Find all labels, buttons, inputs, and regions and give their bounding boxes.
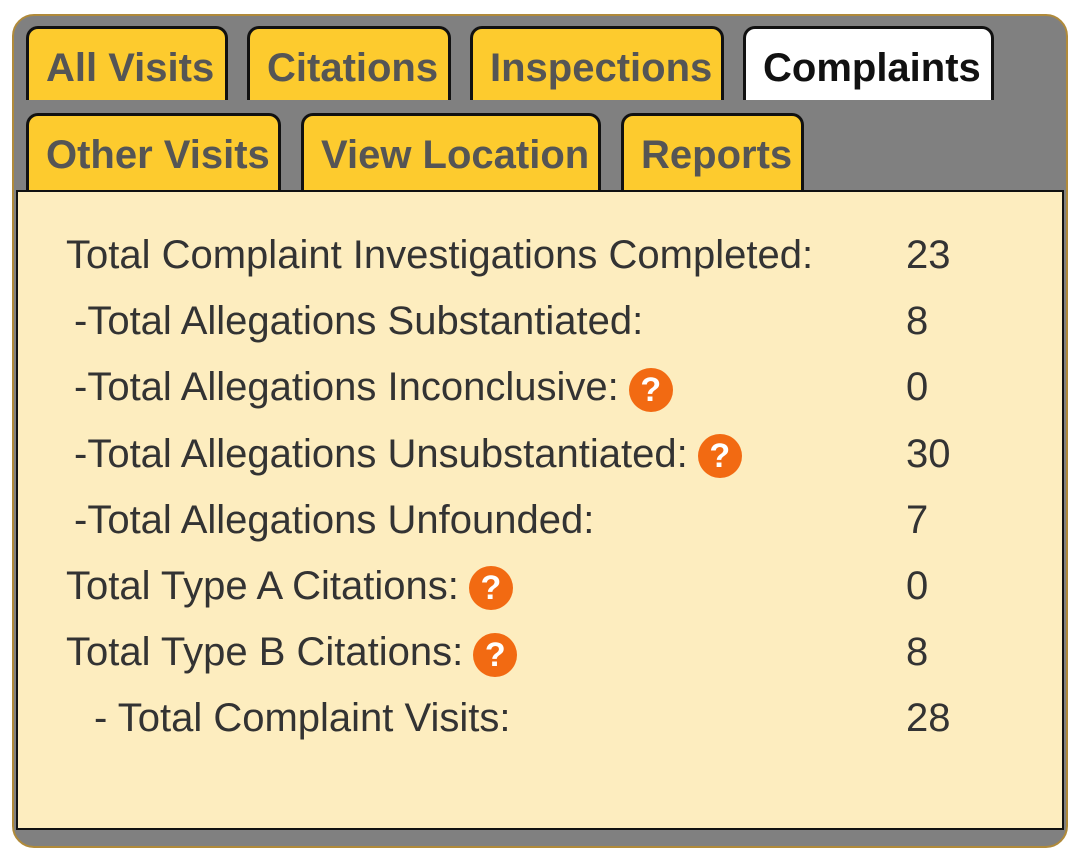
help-icon[interactable]: ? (473, 632, 518, 677)
stat-value: 28 (906, 696, 951, 741)
stat-label: -Total Allegations Unfounded: (74, 487, 594, 553)
stat-label-text: Total Complaint Investigations Completed… (66, 233, 814, 277)
tab-all-visits[interactable]: All Visits (26, 26, 228, 100)
stat-value: 0 (906, 564, 929, 608)
stat-label: Total Complaint Investigations Completed… (66, 222, 813, 288)
stat-label-text: -Total Allegations Unfounded: (74, 497, 595, 542)
help-icon[interactable]: ? (697, 434, 742, 479)
stat-label: -Total Allegations Unsubstantiated:? (74, 421, 742, 487)
stat-label: -Total Allegations Inconclusive:? (74, 354, 673, 420)
stat-label-text: -Total Allegations Unsubstantiated: (74, 431, 688, 476)
tab-reports[interactable]: Reports (621, 113, 804, 191)
stat-value: 30 (906, 431, 951, 476)
stat-label-text: - Total Complaint Visits: (94, 696, 511, 741)
tab-view-location[interactable]: View Location (301, 113, 601, 191)
stat-value: 8 (906, 299, 929, 344)
stat-label: -Total Allegations Substantiated: (74, 288, 643, 354)
stat-value: 7 (906, 497, 929, 542)
stat-value: 0 (906, 365, 929, 410)
stat-label-text: Total Type A Citations: (66, 564, 459, 608)
tab-inspections[interactable]: Inspections (470, 26, 724, 100)
complaints-panel: Total Complaint Investigations Completed… (16, 190, 1064, 830)
help-icon[interactable]: ? (628, 367, 673, 412)
stat-label: Total Type A Citations:? (66, 553, 513, 619)
stat-label-text: Total Type B Citations: (66, 630, 464, 675)
stat-label-text: -Total Allegations Substantiated: (74, 299, 644, 344)
stat-label: - Total Complaint Visits: (94, 685, 510, 751)
tab-complaints[interactable]: Complaints (743, 26, 994, 100)
stat-label: Total Type B Citations:? (66, 619, 518, 685)
stat-label-text: -Total Allegations Inconclusive: (74, 365, 619, 410)
stat-value: 8 (906, 630, 929, 675)
stat-value: 23 (906, 233, 951, 277)
tab-citations[interactable]: Citations (247, 26, 451, 100)
help-icon[interactable]: ? (468, 566, 513, 611)
tab-other-visits[interactable]: Other Visits (26, 113, 281, 191)
